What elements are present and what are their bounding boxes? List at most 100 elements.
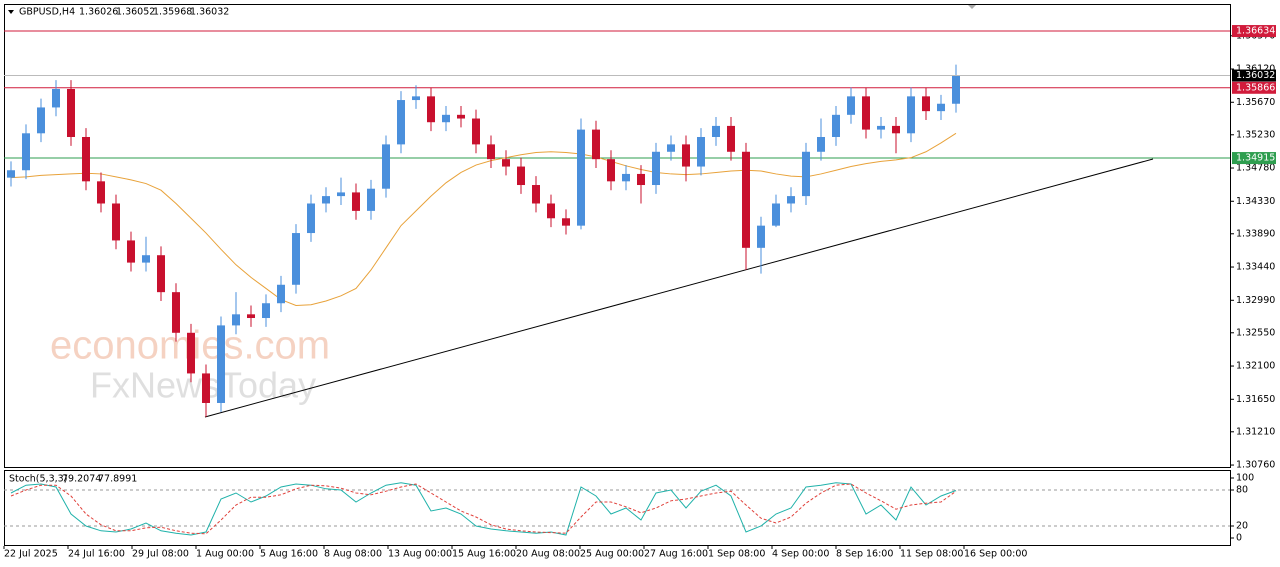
candle-body bbox=[172, 292, 180, 333]
x-tick-label: 1 Aug 00:00 bbox=[196, 549, 254, 560]
candle-body bbox=[742, 151, 750, 248]
candle-body bbox=[652, 151, 660, 186]
candle-body bbox=[217, 325, 225, 403]
candle-body bbox=[667, 144, 675, 152]
stoch-tick-label: 80 bbox=[1236, 485, 1248, 496]
collapse-icon[interactable] bbox=[8, 10, 14, 14]
candle-body bbox=[772, 203, 780, 226]
candle-body bbox=[682, 144, 690, 167]
stoch-line bbox=[10, 483, 957, 535]
candle-body bbox=[817, 136, 825, 152]
y-tick-label: 1.31210 bbox=[1236, 426, 1275, 437]
candle-body bbox=[922, 96, 930, 112]
y-tick-label: 1.34330 bbox=[1236, 196, 1275, 207]
symbol: GBPUSD,H4 bbox=[19, 7, 75, 18]
candle-body bbox=[517, 166, 525, 186]
y-tick-label: 1.32550 bbox=[1236, 327, 1275, 338]
candle-body bbox=[907, 96, 915, 134]
candle-body bbox=[712, 125, 720, 137]
y-tick-label: 1.33890 bbox=[1236, 228, 1275, 239]
candle-body bbox=[892, 125, 900, 134]
candle-body bbox=[22, 133, 30, 171]
x-tick-label: 24 Jul 16:00 bbox=[68, 549, 125, 560]
candle-body bbox=[262, 303, 270, 319]
candle-body bbox=[847, 96, 855, 115]
candle-body bbox=[307, 203, 315, 234]
candle-body bbox=[292, 233, 300, 285]
open-price: 1.36026 bbox=[79, 7, 118, 18]
x-tick-label: 4 Sep 00:00 bbox=[772, 549, 829, 560]
candle-body bbox=[562, 218, 570, 226]
x-tick-label: 11 Sep 08:00 bbox=[900, 549, 963, 560]
x-tick-label: 29 Jul 08:00 bbox=[132, 549, 189, 560]
stoch-tick-label: 0 bbox=[1236, 533, 1242, 544]
candle-body bbox=[397, 100, 405, 145]
candle-body bbox=[637, 173, 645, 186]
candle-body bbox=[442, 114, 450, 123]
x-tick-label: 15 Aug 16:00 bbox=[452, 549, 516, 560]
y-tick-label: 1.36120 bbox=[1236, 64, 1275, 75]
candle-body bbox=[547, 203, 555, 219]
candle-body bbox=[37, 107, 45, 134]
candle-body bbox=[622, 173, 630, 182]
main-panel bbox=[4, 4, 1231, 468]
x-tick-label: 16 Sep 00:00 bbox=[964, 549, 1027, 560]
candle-body bbox=[142, 255, 150, 263]
x-tick-label: 25 Aug 00:00 bbox=[580, 549, 644, 560]
stoch-main: 79.2074 bbox=[62, 474, 101, 485]
candle-body bbox=[877, 125, 885, 130]
x-tick-label: 1 Sep 08:00 bbox=[708, 549, 765, 560]
x-tick-label: 20 Aug 08:00 bbox=[516, 549, 580, 560]
x-tick-label: 8 Sep 16:00 bbox=[836, 549, 893, 560]
candle-body bbox=[457, 114, 465, 119]
candle-body bbox=[592, 129, 600, 160]
stoch-tick-label: 100 bbox=[1236, 473, 1254, 484]
stoch-panel bbox=[4, 470, 1231, 546]
candle-body bbox=[97, 181, 105, 204]
header: GBPUSD,H4 1.36026 1.36052 1.35968 1.3603… bbox=[19, 7, 229, 18]
current-price-label: 1.36032 bbox=[1236, 70, 1275, 81]
candle-body bbox=[697, 136, 705, 167]
candle-body bbox=[757, 225, 765, 248]
trend-line bbox=[204, 158, 1154, 418]
y-tick-label: 1.30760 bbox=[1236, 460, 1275, 471]
x-tick-label: 13 Aug 00:00 bbox=[388, 549, 452, 560]
candle-body bbox=[67, 88, 75, 137]
candle-body bbox=[322, 196, 330, 204]
candle-body bbox=[412, 96, 420, 101]
level-label: 1.35866 bbox=[1236, 82, 1275, 93]
stoch-signal: 77.8991 bbox=[98, 474, 137, 485]
candle-body bbox=[487, 144, 495, 160]
level-tag bbox=[1232, 25, 1276, 38]
candle-body bbox=[832, 114, 840, 137]
candle-body bbox=[577, 129, 585, 226]
candle-body bbox=[127, 240, 135, 263]
candle-body bbox=[502, 159, 510, 167]
level-label: 1.36634 bbox=[1236, 26, 1275, 37]
low-price: 1.35968 bbox=[153, 7, 192, 18]
candle-body bbox=[937, 103, 945, 112]
candle-body bbox=[862, 96, 870, 130]
candle-body bbox=[802, 151, 810, 197]
candle-body bbox=[472, 118, 480, 145]
candle-body bbox=[52, 88, 60, 108]
candle-body bbox=[337, 192, 345, 197]
candle-body bbox=[157, 255, 165, 293]
level-label: 1.34915 bbox=[1236, 153, 1275, 164]
candle-body bbox=[607, 159, 615, 182]
candle-body bbox=[247, 314, 255, 319]
candle-body bbox=[112, 203, 120, 241]
candle-body bbox=[187, 332, 195, 374]
candle-body bbox=[352, 192, 360, 211]
candle-body bbox=[202, 373, 210, 403]
level-tag bbox=[1232, 152, 1276, 165]
candle-body bbox=[7, 170, 15, 178]
y-tick-label: 1.35670 bbox=[1236, 97, 1275, 108]
y-tick-label: 1.34780 bbox=[1236, 163, 1275, 174]
candle-body bbox=[232, 314, 240, 326]
candle-body bbox=[532, 185, 540, 204]
y-tick-label: 1.32100 bbox=[1236, 361, 1275, 372]
x-tick-label: 27 Aug 16:00 bbox=[644, 549, 708, 560]
y-tick-label: 1.31650 bbox=[1236, 394, 1275, 405]
